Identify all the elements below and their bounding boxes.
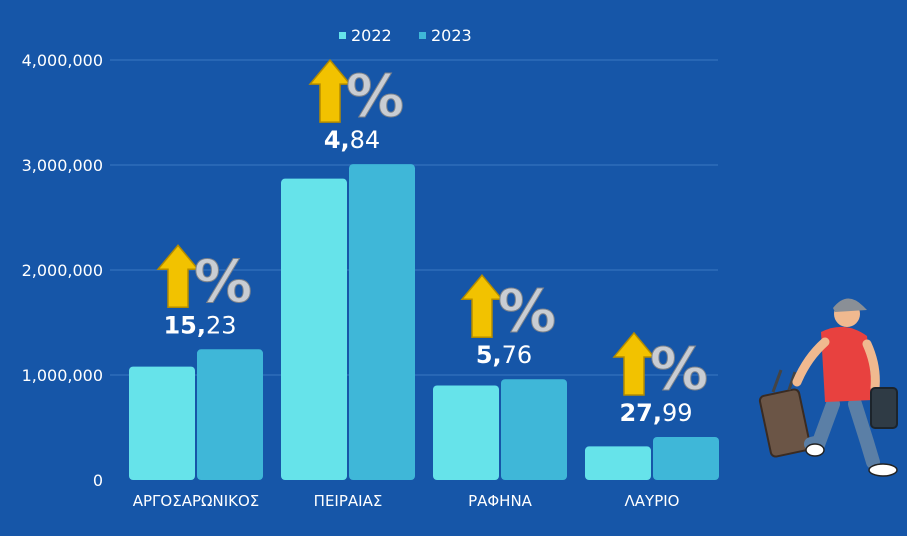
bar-2022 (585, 446, 651, 480)
legend-swatch (339, 32, 346, 39)
x-tick-label: ΠΕΙΡΑΙΑΣ (314, 492, 383, 510)
y-tick-label: 0 (93, 471, 103, 490)
percent-icon: % (498, 277, 556, 345)
bar-2023 (653, 436, 719, 480)
y-tick-label: 4,000,000 (22, 51, 103, 70)
growth-annotations: %15,23%4,84%5,76 %27,99 (156, 58, 709, 427)
percent-up-icon: % (156, 244, 253, 316)
legend-label: 2023 (431, 26, 472, 45)
y-tick-label: 2,000,000 (22, 261, 103, 280)
bar-2023 (349, 164, 415, 480)
x-tick-label: ΑΡΓΟΣΑΡΩΝΙΚΟΣ (133, 492, 259, 510)
percent-icon: % (650, 335, 708, 403)
y-tick-label: 1,000,000 (22, 366, 103, 385)
bars (129, 164, 719, 480)
percent-icon: % (346, 62, 404, 130)
y-tick-label: 3,000,000 (22, 156, 103, 175)
legend: 2022 2023 (339, 26, 472, 45)
percent-up-icon: % (460, 274, 557, 346)
bar-2023 (501, 379, 567, 480)
growth-value: 5,76 (476, 341, 532, 369)
x-tick-label: ΡΑΦΗΝΑ (468, 492, 533, 510)
percent-up-icon: % (308, 58, 405, 131)
y-axis: 0 1,000,000 2,000,000 3,000,000 4,000,000 (22, 51, 103, 490)
percent-up-icon: % (612, 331, 709, 403)
x-axis: ΑΡΓΟΣΑΡΩΝΙΚΟΣ ΠΕΙΡΑΙΑΣ ΡΑΦΗΝΑ ΛΑΥΡΙΟ (133, 492, 680, 510)
bar-2022 (281, 178, 347, 480)
bar-2022 (129, 366, 195, 480)
growth-value: 4,84 (324, 126, 380, 154)
percent-icon: % (194, 247, 252, 315)
x-tick-label: ΛΑΥΡΙΟ (625, 492, 680, 510)
legend-label: 2022 (351, 26, 392, 45)
traveler-with-suitcases-icon (758, 298, 898, 477)
bar-2023 (197, 349, 263, 480)
growth-value: 27,99 (619, 399, 692, 427)
legend-swatch (419, 32, 426, 39)
growth-value: 15,23 (163, 311, 236, 339)
bar-2022 (433, 385, 499, 480)
